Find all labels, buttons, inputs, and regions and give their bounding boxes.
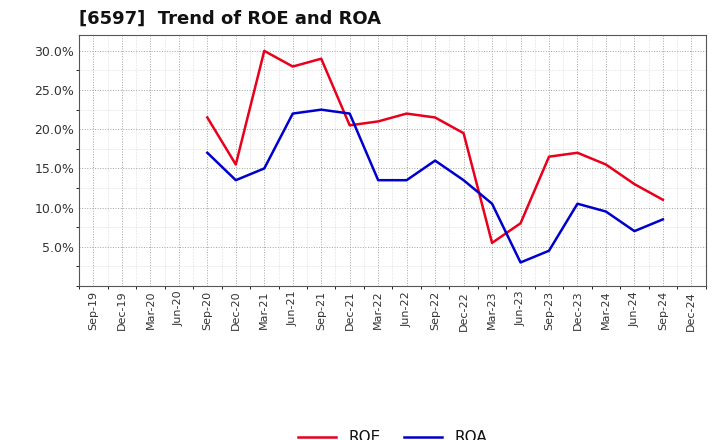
ROA xyxy=(203,150,212,155)
ROA xyxy=(516,260,525,265)
ROA xyxy=(573,201,582,206)
ROE xyxy=(317,56,325,61)
ROA xyxy=(659,217,667,222)
ROE xyxy=(289,64,297,69)
ROE xyxy=(545,154,554,159)
ROE xyxy=(232,162,240,167)
ROA xyxy=(487,201,496,206)
ROE xyxy=(459,131,468,136)
ROA xyxy=(374,178,382,183)
ROE xyxy=(374,119,382,124)
Text: [6597]  Trend of ROE and ROA: [6597] Trend of ROE and ROA xyxy=(79,10,381,28)
ROA xyxy=(232,178,240,183)
ROE xyxy=(402,111,411,116)
ROE xyxy=(487,240,496,246)
ROE xyxy=(630,181,639,187)
ROE xyxy=(659,197,667,202)
ROE xyxy=(260,48,269,54)
ROA xyxy=(346,111,354,116)
ROA xyxy=(431,158,439,163)
ROE xyxy=(431,115,439,120)
ROA xyxy=(602,209,611,214)
Line: ROE: ROE xyxy=(207,51,663,243)
ROA xyxy=(289,111,297,116)
ROE xyxy=(516,221,525,226)
ROA xyxy=(317,107,325,112)
ROA xyxy=(402,178,411,183)
ROE xyxy=(573,150,582,155)
ROA xyxy=(630,228,639,234)
ROA xyxy=(260,166,269,171)
ROE xyxy=(602,162,611,167)
ROE xyxy=(346,123,354,128)
ROA xyxy=(545,248,554,253)
ROE xyxy=(203,115,212,120)
ROA xyxy=(459,178,468,183)
Legend: ROE, ROA: ROE, ROA xyxy=(292,424,493,440)
Line: ROA: ROA xyxy=(207,110,663,263)
